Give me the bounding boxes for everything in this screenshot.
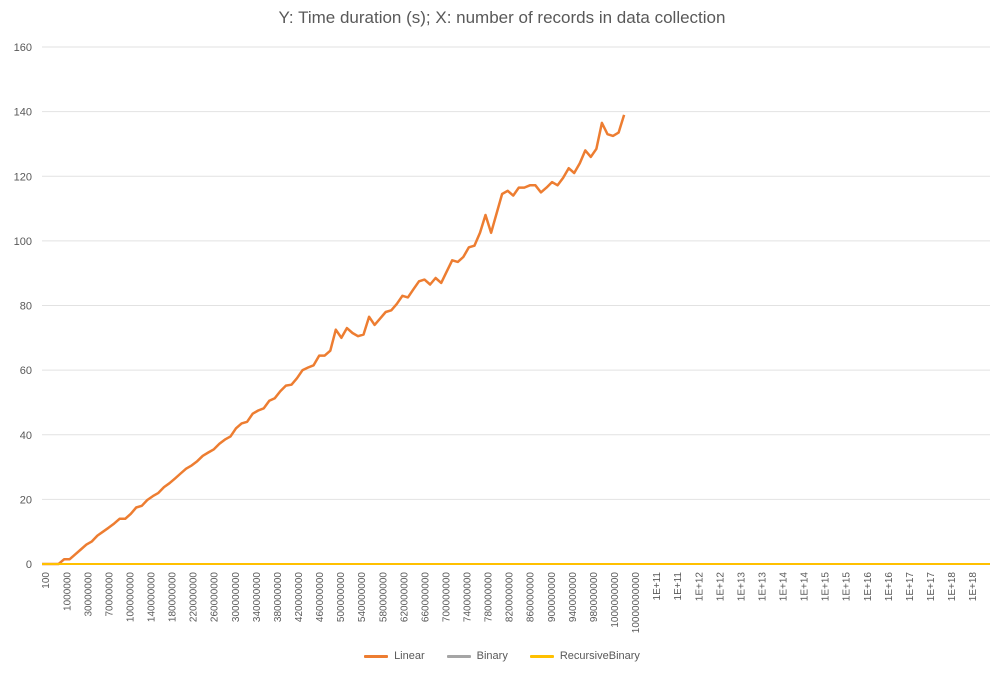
- x-tick-label: 1E+13: [757, 572, 768, 602]
- x-tick-label: 300000000: [231, 572, 242, 622]
- y-tick-label: 80: [20, 301, 32, 313]
- y-tick-label: 20: [20, 494, 32, 506]
- x-tick-label: 100: [41, 572, 52, 589]
- legend-label: Linear: [394, 650, 425, 662]
- y-tick-label: 160: [14, 42, 32, 54]
- x-tick-label: 1E+16: [863, 572, 874, 602]
- x-tick-label: 980000000: [589, 572, 600, 622]
- legend-label: RecursiveBinary: [559, 650, 640, 662]
- x-tick-label: 260000000: [210, 572, 221, 622]
- x-tick-label: 1000000000: [610, 572, 621, 628]
- x-tick-label: 140000000: [147, 572, 158, 622]
- x-tick-label: 1E+16: [884, 572, 895, 602]
- x-tick-label: 1E+17: [926, 572, 937, 602]
- x-tick-label: 620000000: [399, 572, 410, 622]
- x-tick-label: 740000000: [463, 572, 474, 622]
- x-tick-label: 1E+11: [652, 572, 663, 601]
- x-tick-label: 1E+18: [968, 572, 979, 602]
- x-tick-label: 700000000: [441, 572, 452, 622]
- legend-swatch: [529, 654, 554, 658]
- y-tick-label: 40: [20, 430, 32, 442]
- y-tick-label: 0: [26, 559, 32, 571]
- x-tick-label: 460000000: [315, 572, 326, 622]
- x-tick-label: 1000000: [62, 572, 73, 611]
- x-tick-label: 940000000: [568, 572, 579, 622]
- line-chart: 0 20 40 60 80 100 120 140 160 100 1000000 30000000 7…: [14, 42, 990, 634]
- legend: Linear Binary RecursiveBinary: [0, 650, 1004, 662]
- x-tick-label: 900000000: [547, 572, 558, 622]
- x-tick-label: 820000000: [505, 572, 516, 622]
- x-tick-label: 1E+15: [842, 572, 853, 602]
- x-tick-label: 220000000: [189, 572, 200, 622]
- x-tick-label: 1E+15: [821, 572, 832, 602]
- x-tick-label: 500000000: [336, 572, 347, 622]
- x-tick-label: 860000000: [526, 572, 537, 622]
- x-tick-label: 70000000: [104, 572, 115, 617]
- series-line-linear: [42, 114, 626, 566]
- x-tick-label: 1E+11: [673, 572, 684, 601]
- x-tick-label: 540000000: [357, 572, 368, 622]
- y-tick-label: 100: [14, 236, 32, 248]
- x-tick-label: 1E+17: [905, 572, 916, 602]
- x-tick-label: 180000000: [168, 572, 179, 622]
- x-tick-label: 30000000: [83, 572, 94, 617]
- legend-item-binary: Binary: [446, 650, 508, 662]
- x-tick-label: 100000000: [125, 572, 136, 622]
- x-tick-label: 1E+13: [736, 572, 747, 602]
- x-tick-label: 340000000: [252, 572, 263, 622]
- x-tick-label: 1E+12: [715, 572, 726, 602]
- x-tick-label: 1E+14: [779, 572, 790, 602]
- x-tick-label: 10000000000: [631, 572, 642, 634]
- y-tick-label: 140: [14, 107, 32, 119]
- legend-swatch: [446, 654, 471, 658]
- legend-item-recursivebinary: RecursiveBinary: [529, 650, 640, 662]
- y-tick-label: 120: [14, 171, 32, 183]
- chart-title: Y: Time duration (s); X: number of recor…: [278, 8, 726, 27]
- legend-label: Binary: [476, 650, 508, 662]
- x-tick-label: 580000000: [378, 572, 389, 622]
- x-tick-label: 1E+12: [694, 572, 705, 602]
- x-tick-label: 1E+14: [800, 572, 811, 602]
- x-tick-label: 780000000: [484, 572, 495, 622]
- legend-item-linear: Linear: [364, 650, 425, 662]
- y-tick-label: 60: [20, 365, 32, 377]
- x-tick-label: 660000000: [420, 572, 431, 622]
- x-tick-label: 380000000: [273, 572, 284, 622]
- legend-swatch: [364, 654, 389, 658]
- x-tick-label: 420000000: [294, 572, 305, 622]
- x-tick-label: 1E+18: [947, 572, 958, 602]
